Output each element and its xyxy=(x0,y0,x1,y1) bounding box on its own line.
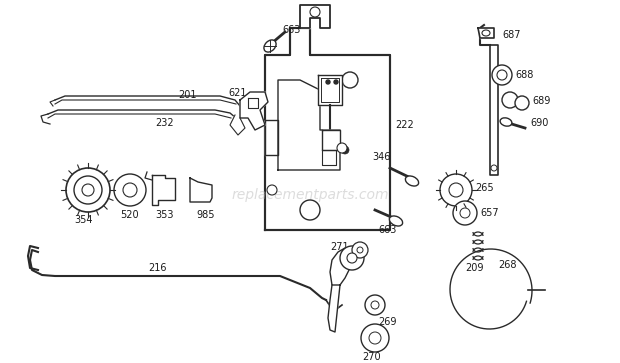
Text: 209: 209 xyxy=(465,263,484,273)
Circle shape xyxy=(492,65,512,85)
Circle shape xyxy=(74,176,102,204)
Polygon shape xyxy=(240,92,268,130)
Ellipse shape xyxy=(264,40,276,52)
Polygon shape xyxy=(230,115,245,135)
Ellipse shape xyxy=(500,118,512,126)
Text: 663: 663 xyxy=(282,25,300,35)
Ellipse shape xyxy=(405,176,419,186)
Text: 353: 353 xyxy=(155,210,174,220)
Polygon shape xyxy=(278,80,340,170)
Circle shape xyxy=(352,242,368,258)
Text: 657: 657 xyxy=(480,208,498,218)
Circle shape xyxy=(114,174,146,206)
Polygon shape xyxy=(321,78,339,102)
Circle shape xyxy=(440,174,472,206)
Circle shape xyxy=(515,96,529,110)
Text: 269: 269 xyxy=(378,317,397,327)
Polygon shape xyxy=(190,178,212,202)
Text: 985: 985 xyxy=(196,210,215,220)
Circle shape xyxy=(300,200,320,220)
Text: 201: 201 xyxy=(178,90,197,100)
Circle shape xyxy=(337,143,347,153)
Text: 265: 265 xyxy=(475,183,494,193)
Polygon shape xyxy=(318,75,342,105)
Circle shape xyxy=(123,183,137,197)
Polygon shape xyxy=(265,28,390,230)
Circle shape xyxy=(340,246,364,270)
Polygon shape xyxy=(322,150,336,165)
Text: 216: 216 xyxy=(148,263,167,273)
Circle shape xyxy=(310,7,320,17)
Text: replacementparts.com: replacementparts.com xyxy=(231,188,389,202)
Text: 690: 690 xyxy=(530,118,548,128)
Text: 689: 689 xyxy=(532,96,551,106)
Circle shape xyxy=(361,324,389,352)
Text: 271: 271 xyxy=(330,242,348,252)
Circle shape xyxy=(371,301,379,309)
Text: 222: 222 xyxy=(395,120,414,130)
Text: 663: 663 xyxy=(378,225,396,235)
Text: 268: 268 xyxy=(498,260,516,270)
Circle shape xyxy=(334,80,338,84)
Circle shape xyxy=(267,185,277,195)
Polygon shape xyxy=(265,120,278,155)
Circle shape xyxy=(497,70,507,80)
Polygon shape xyxy=(322,130,340,150)
Text: 688: 688 xyxy=(515,70,533,80)
Circle shape xyxy=(365,295,385,315)
Circle shape xyxy=(342,72,358,88)
Polygon shape xyxy=(330,248,352,285)
Polygon shape xyxy=(478,28,494,38)
Ellipse shape xyxy=(389,216,402,226)
Polygon shape xyxy=(152,175,175,205)
Polygon shape xyxy=(490,45,498,175)
Circle shape xyxy=(453,201,477,225)
Circle shape xyxy=(341,146,349,154)
Circle shape xyxy=(449,183,463,197)
Text: 520: 520 xyxy=(120,210,139,220)
Circle shape xyxy=(66,168,110,212)
Polygon shape xyxy=(300,5,330,28)
Circle shape xyxy=(460,208,470,218)
Circle shape xyxy=(502,92,518,108)
Circle shape xyxy=(347,253,357,263)
Text: 354: 354 xyxy=(74,215,92,225)
Circle shape xyxy=(491,165,497,171)
Text: 270: 270 xyxy=(362,352,381,362)
Text: 232: 232 xyxy=(155,118,174,128)
Text: 687: 687 xyxy=(502,30,521,40)
Circle shape xyxy=(369,332,381,344)
Circle shape xyxy=(357,247,363,253)
Circle shape xyxy=(326,80,330,84)
Circle shape xyxy=(82,184,94,196)
Polygon shape xyxy=(328,285,340,332)
Ellipse shape xyxy=(482,30,490,36)
Text: 621: 621 xyxy=(228,88,247,98)
Polygon shape xyxy=(248,98,258,108)
Text: 346: 346 xyxy=(372,152,391,162)
